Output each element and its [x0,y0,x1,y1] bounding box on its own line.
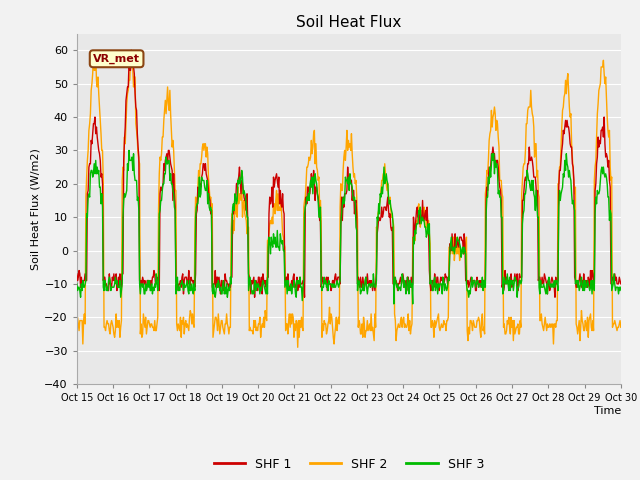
Legend: SHF 1, SHF 2, SHF 3: SHF 1, SHF 2, SHF 3 [209,453,489,476]
Title: Soil Heat Flux: Soil Heat Flux [296,15,401,30]
Y-axis label: Soil Heat Flux (W/m2): Soil Heat Flux (W/m2) [30,148,40,270]
X-axis label: Time: Time [593,406,621,416]
Text: VR_met: VR_met [93,54,140,64]
